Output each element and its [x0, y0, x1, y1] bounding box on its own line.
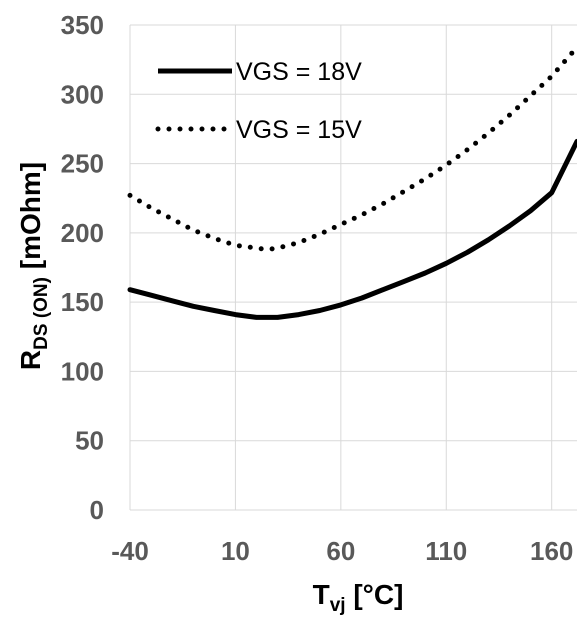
y-tick-label: 350 — [61, 10, 104, 40]
series-line-vgs-15v — [127, 44, 577, 252]
series-line-vgs-18v — [127, 138, 577, 320]
y-tick-label: 0 — [90, 495, 104, 525]
y-axis-title: RDS (ON) [mOhm] — [15, 162, 52, 370]
y-tick-label: 250 — [61, 149, 104, 179]
axis-title-unit: [°C] — [346, 579, 404, 610]
series-lines — [127, 44, 577, 320]
x-tick-label: 60 — [326, 536, 355, 566]
y-tick-label: 300 — [61, 79, 104, 109]
x-tick-label: 10 — [221, 536, 250, 566]
legend-label: VGS = 15V — [236, 116, 362, 144]
legend-label: VGS = 18V — [236, 58, 362, 86]
axis-title-subscript: vj — [330, 595, 346, 616]
y-tick-labels: 0 50 100 150 200 250 300 350 — [61, 10, 104, 525]
axis-title-main: T — [313, 579, 330, 610]
legend: VGS = 18V VGS = 15V — [155, 58, 362, 144]
x-tick-labels: -40 10 60 110 160 — [111, 536, 573, 566]
y-tick-label: 200 — [61, 218, 104, 248]
gridlines — [129, 24, 577, 511]
axis-title-main: R — [15, 350, 46, 370]
y-tick-label: 100 — [61, 356, 104, 386]
axis-title-unit: [mOhm] — [15, 162, 46, 277]
x-tick-label: 160 — [530, 536, 573, 566]
y-tick-label: 50 — [75, 426, 104, 456]
y-tick-label: 150 — [61, 287, 104, 317]
axis-title-subscript: DS (ON) — [31, 277, 52, 350]
x-tick-label: -40 — [111, 536, 149, 566]
x-tick-label: 110 — [425, 536, 467, 566]
x-axis-title: Tvj [°C] — [313, 579, 404, 616]
